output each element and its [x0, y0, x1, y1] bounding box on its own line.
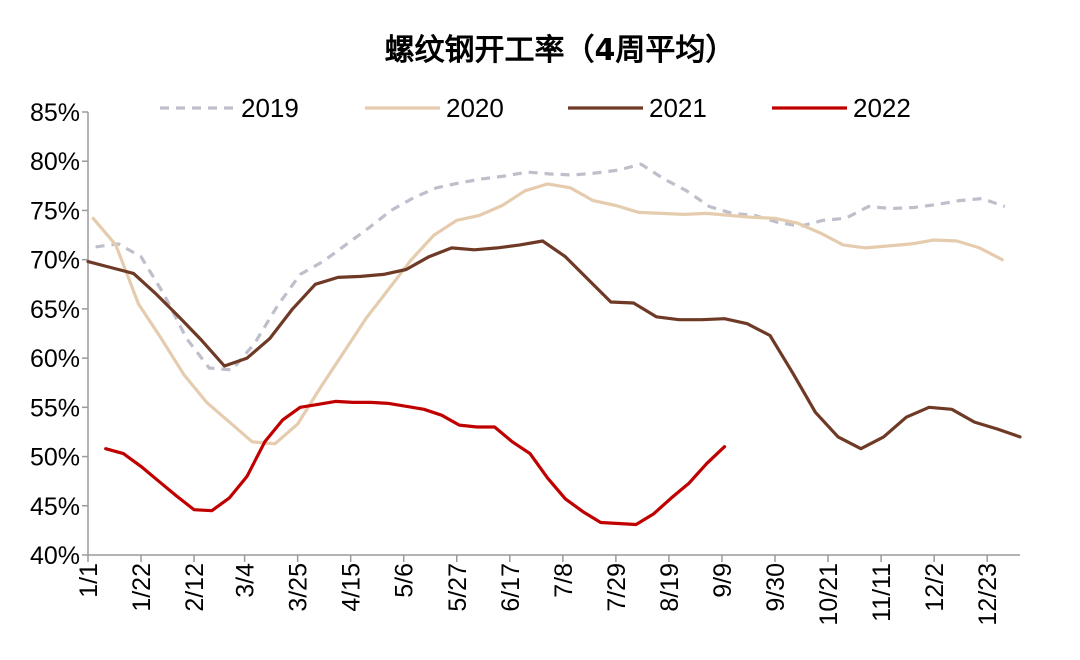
x-tick-label: 3/4: [232, 563, 260, 598]
x-tick-label: 9/9: [709, 563, 737, 598]
x-tick-label: 11/11: [868, 563, 896, 622]
series-line-2022: [104, 399, 727, 527]
y-tick-label: 80%: [30, 148, 80, 176]
y-tick-label: 60%: [30, 345, 80, 373]
x-tick-label: 8/19: [656, 563, 684, 612]
chart-title: 螺纹钢开工率（4周平均）: [385, 33, 736, 68]
y-tick-label: 55%: [30, 394, 80, 422]
x-tick-label: 1/1: [75, 563, 103, 598]
legend-label-2019: 2019: [241, 93, 299, 123]
x-tick-label: 4/15: [338, 563, 366, 612]
x-axis: 1/1 1/22 2/12 3/4 3/25 4/15 5/6 5/27 6/17 7/8 7/29…: [75, 554, 1020, 626]
x-tick-label: 5/6: [391, 563, 419, 598]
y-tick-label: 75%: [30, 197, 80, 225]
y-tick-label: 40%: [30, 542, 80, 570]
series-line-2020: [91, 182, 1004, 446]
series-line-2021: [86, 239, 1022, 451]
y-tick-label: 50%: [30, 444, 80, 472]
series-layer: [86, 162, 1022, 527]
legend-label-2020: 2020: [446, 93, 504, 123]
x-tick-label: 5/27: [444, 563, 472, 612]
x-tick-label: 7/29: [603, 563, 631, 612]
x-tick-label: 10/21: [815, 563, 843, 626]
x-tick-label: 7/8: [550, 563, 578, 598]
legend-label-2021: 2021: [649, 93, 707, 123]
legend: 2019 2020 2021 2022: [160, 93, 911, 123]
x-tick-label: 12/23: [974, 563, 1002, 626]
x-tick-label: 2/12: [181, 563, 209, 612]
y-tick-label: 70%: [30, 247, 80, 275]
y-tick-label: 45%: [30, 493, 80, 521]
x-tick-label: 9/30: [762, 563, 790, 612]
series-line-2019: [95, 162, 1006, 372]
x-tick-label: 1/22: [128, 563, 156, 612]
x-tick-label: 6/17: [497, 563, 525, 612]
legend-label-2022: 2022: [853, 93, 911, 123]
y-axis: 40% 45% 50% 55% 60% 65% 70% 75% 80% 85%: [30, 99, 89, 570]
x-tick-label: 12/2: [921, 563, 949, 612]
y-tick-label: 65%: [30, 296, 80, 324]
y-tick-label: 85%: [30, 99, 80, 127]
x-tick-label: 3/25: [285, 563, 313, 612]
